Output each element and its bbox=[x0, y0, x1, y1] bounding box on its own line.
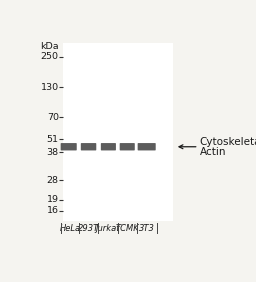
Text: 28: 28 bbox=[47, 176, 59, 185]
Text: HeLa: HeLa bbox=[59, 224, 80, 233]
FancyBboxPatch shape bbox=[120, 143, 135, 150]
Text: TCMK: TCMK bbox=[115, 224, 139, 233]
Text: 250: 250 bbox=[41, 52, 59, 61]
Bar bbox=[63, 43, 173, 221]
FancyBboxPatch shape bbox=[81, 143, 96, 150]
Text: Cytoskeletal: Cytoskeletal bbox=[200, 137, 256, 147]
FancyBboxPatch shape bbox=[101, 143, 116, 150]
Text: Jurkat: Jurkat bbox=[96, 224, 120, 233]
Text: 38: 38 bbox=[47, 148, 59, 157]
Text: 130: 130 bbox=[41, 83, 59, 92]
Text: 19: 19 bbox=[47, 195, 59, 204]
Text: 293T: 293T bbox=[78, 224, 99, 233]
Text: kDa: kDa bbox=[40, 42, 59, 51]
FancyBboxPatch shape bbox=[138, 143, 156, 150]
Text: 3T3: 3T3 bbox=[139, 224, 155, 233]
FancyBboxPatch shape bbox=[61, 143, 77, 150]
Text: 16: 16 bbox=[47, 206, 59, 215]
Text: Actin: Actin bbox=[200, 147, 226, 157]
Text: 70: 70 bbox=[47, 113, 59, 122]
Text: 51: 51 bbox=[47, 135, 59, 144]
